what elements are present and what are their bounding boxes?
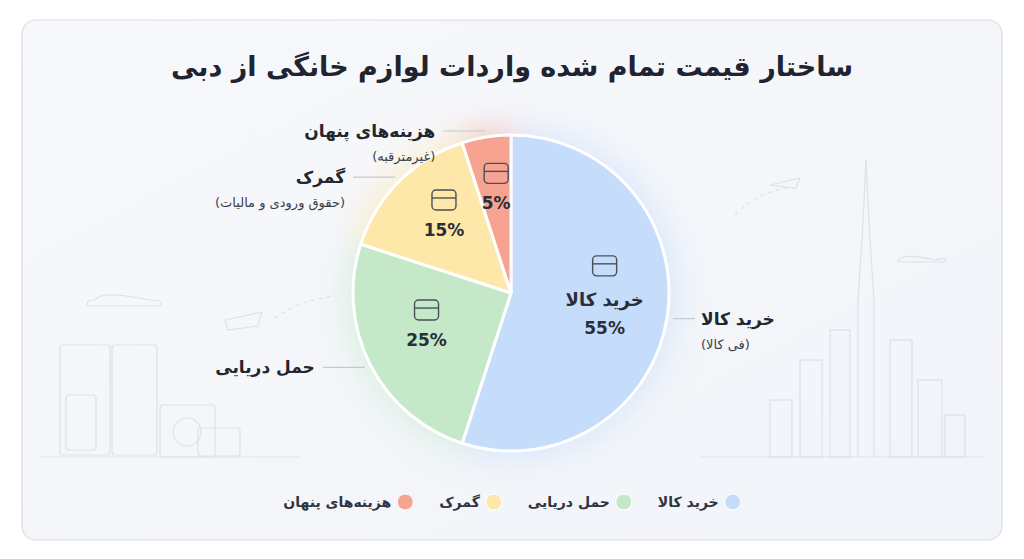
slice-icon-shape — [415, 300, 439, 320]
decor-cloud — [898, 256, 946, 262]
data-label: 55% — [584, 318, 625, 338]
decor-building — [800, 360, 822, 457]
decor-appliance — [60, 345, 110, 455]
leader-line — [323, 367, 365, 368]
legend-swatch — [397, 494, 413, 510]
legend-label: حمل دریایی — [528, 494, 610, 510]
decor-building — [890, 340, 912, 457]
data-label: 5% — [482, 193, 511, 213]
page-background — [0, 0, 1024, 559]
pie-glow — [345, 127, 677, 459]
decor-ground — [40, 456, 300, 457]
slice-icon-shape — [593, 256, 617, 276]
legend-swatch — [725, 494, 741, 510]
slice-icon-shape — [432, 190, 456, 210]
legend: خرید کالا حمل دریایی گمرک هزینه‌های پنهان — [283, 494, 740, 511]
decor-building — [830, 330, 850, 457]
leader-line — [353, 176, 395, 177]
slice-icon — [415, 300, 439, 320]
slice-icon — [432, 190, 456, 210]
category-note: (حقوق ورودی و مالیات) — [215, 195, 345, 211]
data-label: 25% — [406, 330, 447, 350]
legend-item: گمرک — [439, 494, 502, 511]
decor-appliance — [198, 428, 240, 456]
slice-icon — [593, 256, 617, 276]
decor-route — [735, 188, 790, 215]
inside-labels: خرید کالا 55% 25% 15% 5% — [406, 163, 644, 350]
legend-label: گمرک — [439, 494, 480, 511]
plot-area — [353, 135, 669, 451]
slice-icon-shape — [593, 263, 617, 264]
legend-item: هزینه‌های پنهان — [283, 494, 413, 511]
decor-appliance — [66, 395, 96, 450]
category-note: (غیرمترقبه) — [372, 149, 435, 165]
legend-item: حمل دریایی — [528, 494, 632, 510]
category-label: حمل دریایی — [215, 357, 315, 377]
decor-building — [918, 380, 942, 457]
leader-line — [673, 318, 695, 319]
slice-icon-shape — [415, 307, 439, 308]
decor-ship — [225, 312, 262, 330]
slice-icon — [484, 163, 508, 183]
decor-tower — [858, 160, 874, 457]
pie-slice — [462, 135, 511, 293]
category-label: هزینه‌های پنهان — [304, 121, 435, 142]
slice-icon-shape — [432, 197, 456, 198]
outside-labels: خرید کالا (فی کالا) حمل دریایی گمرک (حقوق ور… — [215, 121, 775, 377]
category-label: گمرک — [296, 167, 345, 188]
legend-item: خرید کالا — [658, 494, 741, 511]
chart-svg: ساختار قیمت تمام شده واردات لوازم خانگی … — [0, 0, 1024, 559]
decor-building — [945, 415, 965, 457]
pie — [353, 135, 669, 451]
decor-appliance — [112, 345, 157, 455]
decor-route — [275, 296, 335, 318]
decor-appliance — [160, 405, 215, 457]
chart-title: ساختار قیمت تمام شده واردات لوازم خانگی … — [171, 51, 853, 83]
slice-name: خرید کالا — [566, 289, 644, 311]
legend-label: هزینه‌های پنهان — [283, 494, 391, 511]
decor-ground — [700, 456, 985, 457]
decor-cloud — [87, 295, 161, 306]
leader-line — [443, 130, 485, 131]
data-label: 15% — [424, 220, 465, 240]
decor-building — [770, 400, 792, 457]
decor-washer-door — [173, 418, 201, 446]
slice-icon-shape — [484, 163, 508, 183]
legend-swatch — [616, 494, 632, 510]
chart-root: ساختار قیمت تمام شده واردات لوازم خانگی … — [0, 0, 1024, 559]
category-note: (فی کالا) — [701, 337, 750, 352]
category-label: خرید کالا — [701, 309, 775, 330]
legend-label: خرید کالا — [658, 494, 719, 511]
card — [22, 20, 1002, 540]
legend-swatch — [486, 494, 502, 510]
decor-plane — [770, 178, 800, 188]
slice-icon-shape — [484, 171, 508, 172]
